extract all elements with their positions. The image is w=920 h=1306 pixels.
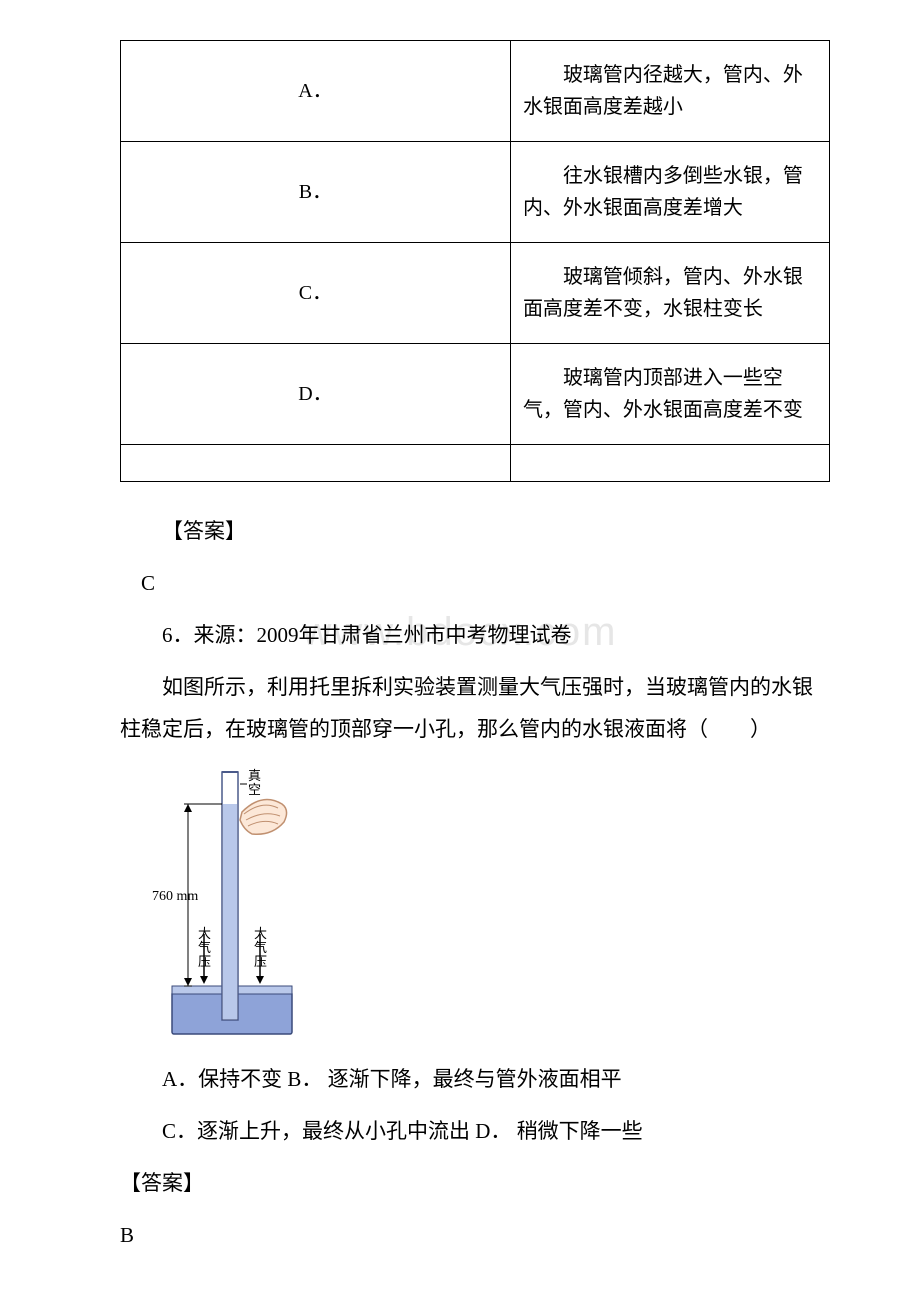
option-letter-cell: C． [121, 243, 511, 344]
tube-mercury [223, 804, 237, 1019]
hand-icon [240, 800, 287, 835]
svg-text:压: 压 [198, 954, 211, 969]
right-pressure-arrow: 大 气 压 [254, 926, 267, 984]
table-row: A． 玻璃管内径越大，管内、外水银面高度差越小 [121, 41, 830, 142]
svg-text:压: 压 [254, 954, 267, 969]
option-line-cd: C．逐渐上升，最终从小孔中流出 D． 稍微下降一些 [120, 1110, 830, 1152]
page-content: A． 玻璃管内径越大，管内、外水银面高度差越小 B． 往水银槽内多倒些水银，管内… [0, 0, 920, 1306]
question-stem: 如图所示，利用托里拆利实验装置测量大气压强时，当玻璃管内的水银柱稳定后，在玻璃管… [120, 666, 830, 750]
svg-text:大: 大 [198, 926, 211, 941]
option-b: B． 逐渐下降，最终与管外液面相平 [287, 1067, 621, 1091]
left-pressure-arrow: 大 气 压 [198, 926, 211, 984]
answer-letter: B [120, 1214, 830, 1256]
table-row: B． 往水银槽内多倒些水银，管内、外水银面高度差增大 [121, 142, 830, 243]
height-label: 760 mm [152, 889, 198, 904]
table-row: C． 玻璃管倾斜，管内、外水银面高度差不变，水银柱变长 [121, 243, 830, 344]
blank-cell [121, 445, 511, 482]
arrowhead-bottom [184, 978, 192, 986]
vacuum-label-2: 空 [248, 782, 261, 797]
answer-label: 【答案】 [120, 1162, 830, 1204]
option-letter-cell: B． [121, 142, 511, 243]
option-text-cell: 往水银槽内多倒些水银，管内、外水银面高度差增大 [510, 142, 829, 243]
option-a: A．保持不变 [162, 1067, 282, 1091]
option-d: D． 稍微下降一些 [475, 1119, 642, 1143]
svg-text:气: 气 [198, 940, 211, 955]
option-letter-cell: A． [121, 41, 511, 142]
torricelli-diagram: 真 空 760 mm 大 气 压 [152, 764, 830, 1044]
table-row [121, 445, 830, 482]
option-letter-cell: D． [121, 344, 511, 445]
arrowhead-top [184, 804, 192, 812]
table-row: D． 玻璃管内顶部进入一些空气，管内、外水银面高度差不变 [121, 344, 830, 445]
option-text-cell: 玻璃管内顶部进入一些空气，管内、外水银面高度差不变 [510, 344, 829, 445]
question-source: 6．来源：2009年甘肃省兰州市中考物理试卷 [120, 614, 830, 656]
diagram-svg: 真 空 760 mm 大 气 压 [152, 764, 312, 1044]
vacuum-label: 真 [248, 768, 261, 783]
svg-text:大: 大 [254, 926, 267, 941]
option-c: C．逐渐上升，最终从小孔中流出 [162, 1119, 470, 1143]
option-text-cell: 玻璃管倾斜，管内、外水银面高度差不变，水银柱变长 [510, 243, 829, 344]
options-table: A． 玻璃管内径越大，管内、外水银面高度差越小 B． 往水银槽内多倒些水银，管内… [120, 40, 830, 482]
answer-letter: C [120, 562, 830, 604]
svg-text:气: 气 [254, 940, 267, 955]
option-text-cell: 玻璃管内径越大，管内、外水银面高度差越小 [510, 41, 829, 142]
blank-cell [510, 445, 829, 482]
option-line-ab: A．保持不变 B． 逐渐下降，最终与管外液面相平 [120, 1058, 830, 1100]
answer-label: 【答案】 [120, 510, 830, 552]
